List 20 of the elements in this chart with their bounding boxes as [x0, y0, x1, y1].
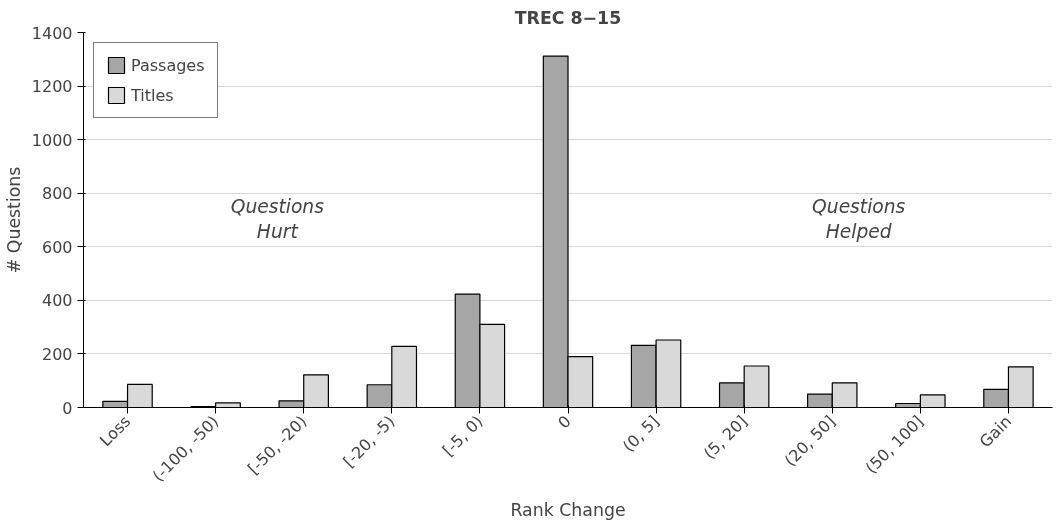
y-tick-label: 1000 [31, 130, 73, 150]
y-tick-label: 400 [41, 291, 73, 311]
x-axis-title: Rank Change [510, 500, 626, 521]
x-tick-label: 0 [554, 411, 575, 433]
annotation: Questions Hurt [230, 196, 325, 243]
y-tick-label: 200 [41, 344, 73, 364]
y-tick-label: 1400 [31, 23, 73, 43]
x-tick-label: [-5, 0) [438, 411, 487, 460]
x-tick-label: (5, 20] [699, 411, 751, 463]
y-tick-label: 1200 [31, 77, 73, 97]
y-tick-label: 600 [41, 237, 73, 257]
chart-title: TREC 8−15 [514, 7, 622, 28]
x-tick-label: (0, 5] [618, 411, 663, 456]
legend-label: Titles [131, 85, 174, 105]
legend-label: Passages [131, 55, 205, 75]
x-tick-label: (20, 50] [780, 411, 839, 471]
y-axis-title: # Questions [3, 166, 24, 274]
y-tick-label: 800 [41, 184, 73, 204]
annotation: Questions Helped [812, 196, 906, 243]
y-tick-label: 0 [62, 398, 73, 418]
